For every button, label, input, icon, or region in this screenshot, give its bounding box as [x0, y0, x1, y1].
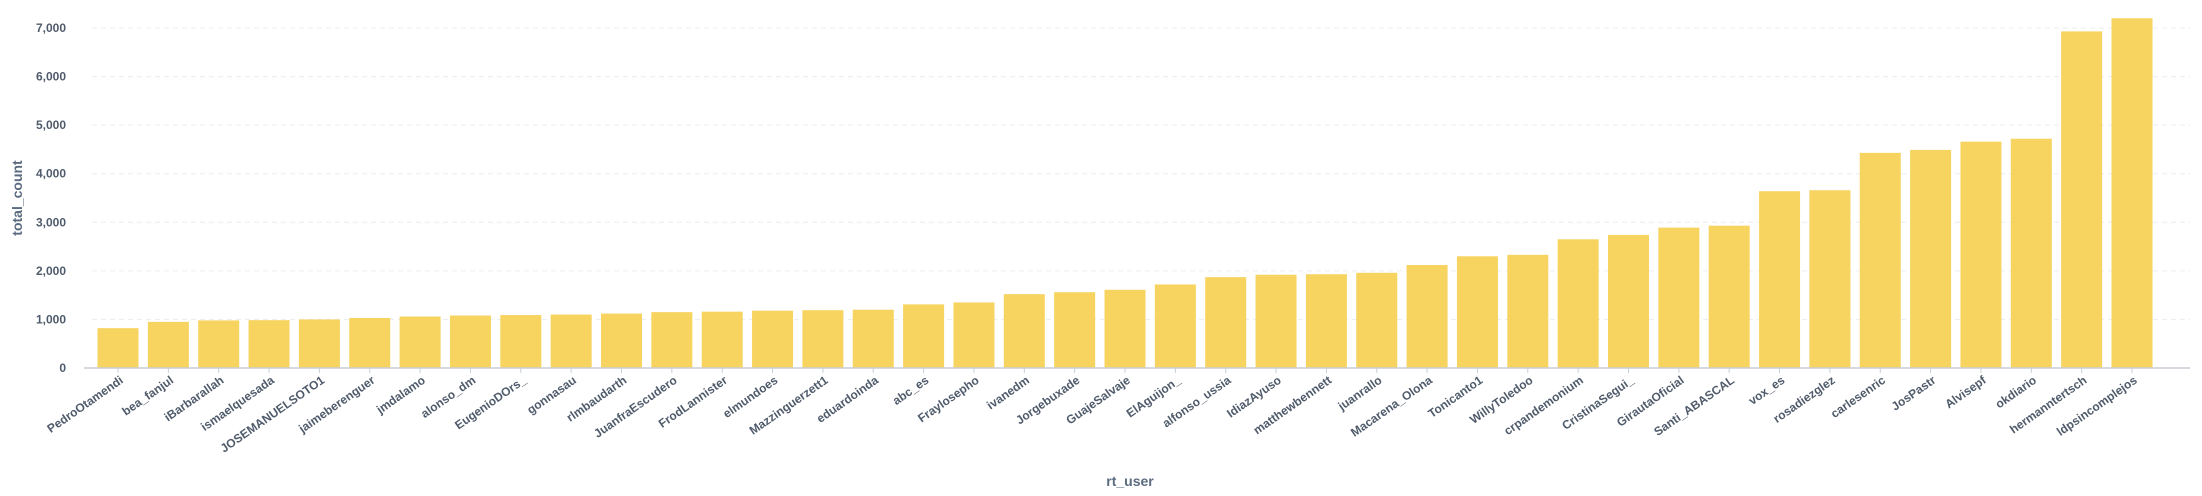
bar[interactable] — [1759, 191, 1801, 368]
bar[interactable] — [198, 320, 240, 368]
bar[interactable] — [953, 302, 995, 368]
bar[interactable] — [1305, 274, 1347, 368]
x-tick-label: carlesenric — [1828, 373, 1888, 421]
bar[interactable] — [1910, 149, 1952, 368]
y-tick-label: 7,000 — [36, 21, 66, 35]
x-tick-label: okdiario — [1993, 373, 2039, 411]
y-tick-label: 4,000 — [36, 167, 66, 181]
bar[interactable] — [298, 319, 340, 368]
bar[interactable] — [1507, 254, 1549, 368]
x-axis-title: rt_user — [1106, 473, 1154, 489]
bar[interactable] — [1557, 239, 1599, 368]
x-tick-label: Alvisepf — [1942, 372, 1989, 411]
bar[interactable] — [2010, 138, 2052, 368]
bar[interactable] — [2061, 31, 2103, 369]
bar[interactable] — [1809, 190, 1851, 368]
y-tick-label: 5,000 — [36, 118, 66, 132]
bar[interactable] — [802, 310, 844, 368]
bar[interactable] — [1859, 152, 1901, 368]
y-tick-label: 2,000 — [36, 264, 66, 278]
bar[interactable] — [1054, 292, 1096, 368]
bar[interactable] — [1708, 225, 1750, 368]
bar[interactable] — [1960, 141, 2002, 368]
bar[interactable] — [2111, 18, 2153, 369]
x-tick-label: vox_es — [1746, 373, 1788, 408]
bar[interactable] — [550, 314, 592, 368]
y-tick-label: 0 — [59, 361, 66, 375]
bar[interactable] — [1205, 277, 1247, 368]
bar[interactable] — [1658, 227, 1700, 368]
bar[interactable] — [500, 315, 542, 368]
bar[interactable] — [248, 320, 290, 368]
x-tick-label: abc_es — [890, 373, 932, 408]
bar[interactable] — [651, 312, 693, 368]
x-tick-label: JuanfraEscudero — [591, 373, 679, 441]
bar[interactable] — [1456, 256, 1498, 368]
bar[interactable] — [1356, 272, 1398, 368]
bar[interactable] — [701, 311, 743, 368]
bar[interactable] — [1608, 234, 1649, 368]
bar[interactable] — [903, 304, 945, 368]
y-axis-ticks: 0 1,000 2,000 3,000 4,000 5,000 6,000 7,000 — [36, 21, 66, 375]
bar[interactable] — [1003, 294, 1045, 368]
bar[interactable] — [1406, 265, 1448, 368]
y-tick-label: 1,000 — [36, 312, 66, 326]
bar[interactable] — [752, 310, 794, 368]
bar[interactable] — [97, 328, 139, 368]
y-tick-label: 6,000 — [36, 70, 66, 84]
bar[interactable] — [399, 316, 441, 368]
bar[interactable] — [147, 321, 189, 368]
bar[interactable] — [449, 315, 491, 368]
bar[interactable] — [349, 317, 391, 368]
x-tick-label: JosPastr — [1889, 373, 1939, 414]
x-tick-label: PedroOtamendi — [44, 373, 125, 436]
bar[interactable] — [1104, 289, 1146, 368]
x-axis-ticks: PedroOtamendibea_fanjuliBarbarallahismae… — [44, 368, 2140, 455]
bars-layer — [97, 18, 2153, 369]
bar[interactable] — [1154, 284, 1196, 368]
y-tick-label: 3,000 — [36, 215, 66, 229]
bar[interactable] — [1255, 274, 1297, 368]
bar[interactable] — [852, 309, 894, 368]
bar[interactable] — [601, 313, 642, 368]
y-axis-title: total_count — [9, 160, 25, 236]
